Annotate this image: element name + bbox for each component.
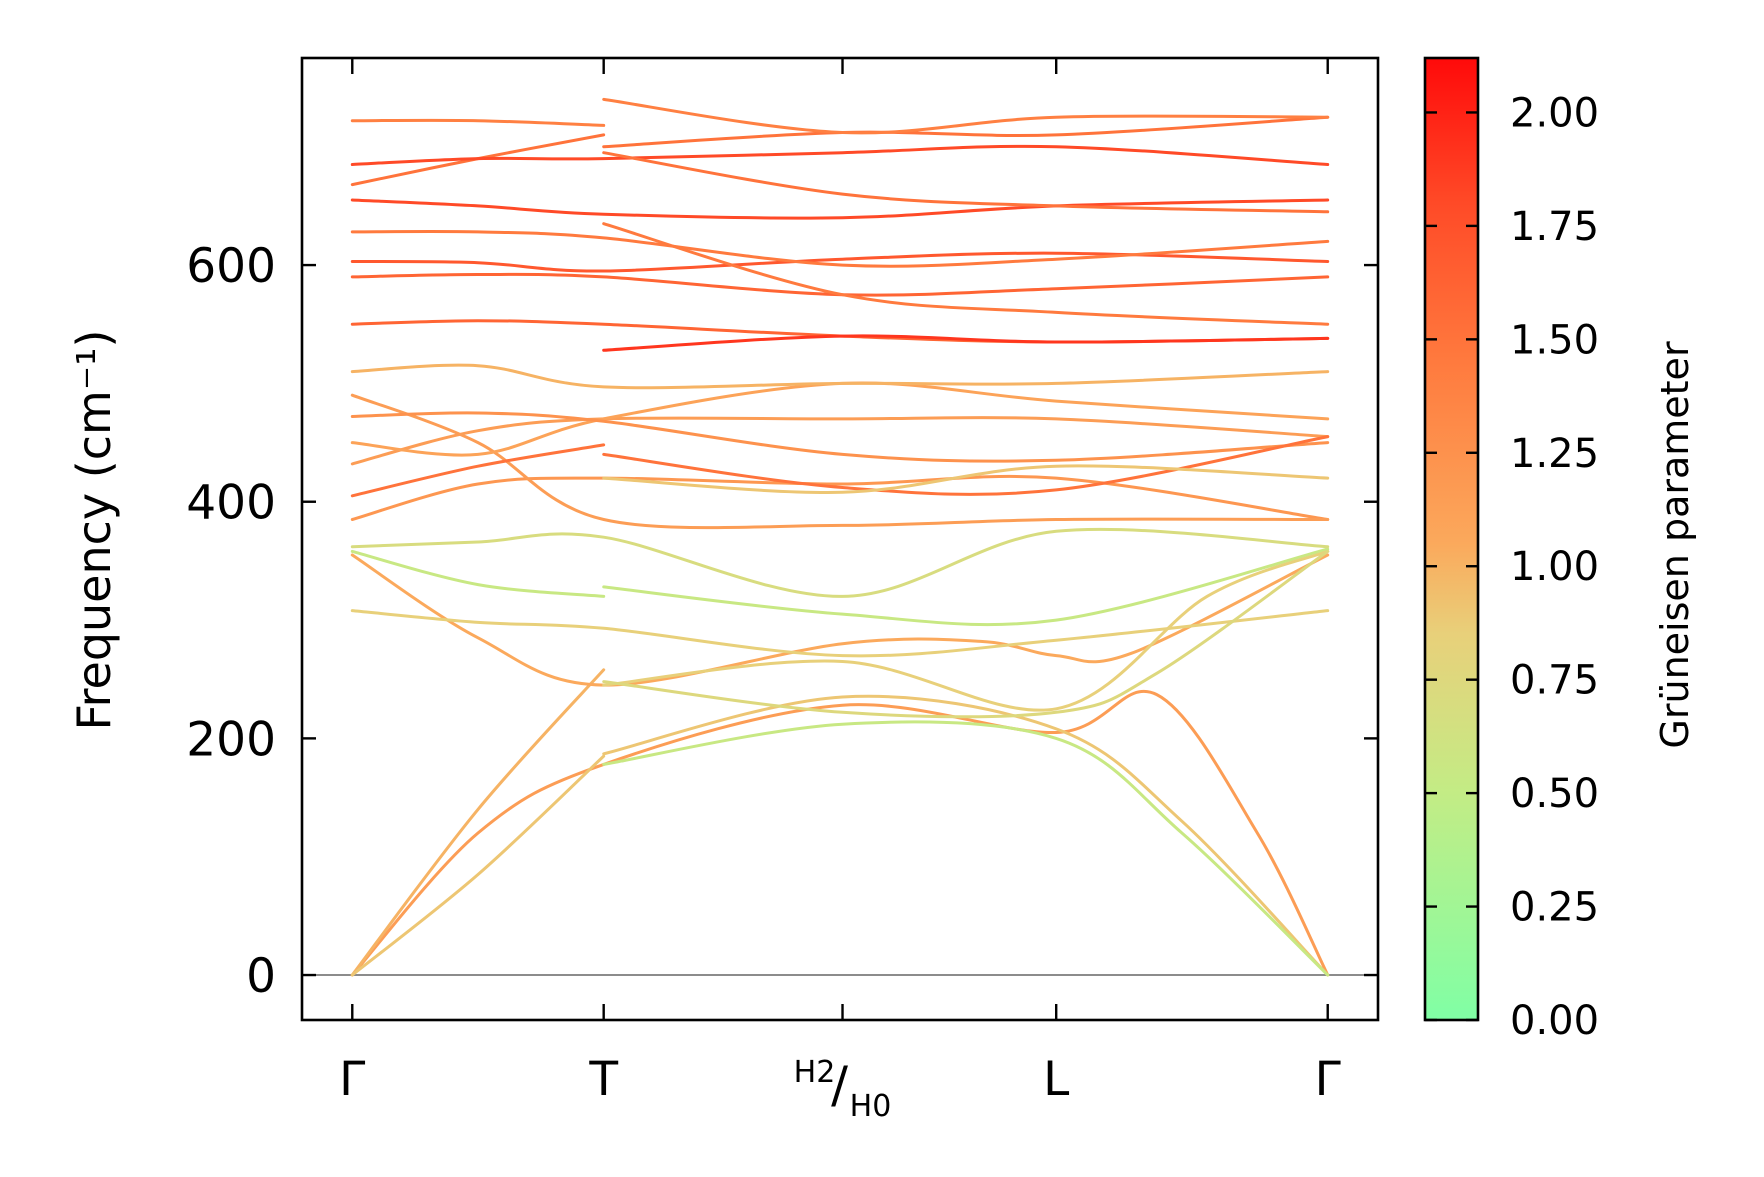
phonon-band-16-seg-0	[350, 363, 1330, 390]
plot-area: 0 200 400 600 Γ T H2/H0 L Γ	[186, 56, 1380, 1124]
phonon-band-23-seg-0	[602, 222, 1330, 326]
phonon-band-8-seg-0	[602, 549, 1330, 712]
colorbar-tick-label: 0.75	[1510, 658, 1599, 704]
x-tick-label-bottom: H0	[850, 1089, 892, 1124]
colorbar-tick-label: 1.00	[1510, 544, 1599, 590]
colorbar-tick-label: 0.25	[1510, 885, 1599, 931]
phonon-band-21-seg-0	[350, 251, 1330, 273]
x-tick-label: L	[1043, 1052, 1069, 1107]
phonon-band-15-seg-1	[602, 435, 1330, 496]
y-axis-title: Frequency (cm⁻¹)	[67, 330, 121, 731]
colorbar-tick-label: 0.00	[1510, 998, 1599, 1044]
x-tick-label-top: H2	[794, 1055, 836, 1090]
phonon-band-4-seg-0	[350, 553, 1330, 687]
phonon-band-26-seg-0	[350, 144, 1330, 166]
phonon-band-24-seg-0	[350, 198, 1330, 220]
colorbar-tick-label: 1.25	[1510, 431, 1599, 477]
phonon-band-19-seg-0	[602, 334, 1330, 352]
phonon-band-15-seg-0	[350, 443, 606, 498]
plot-frame	[300, 56, 1380, 1022]
phonon-band-27-seg-0	[350, 118, 606, 127]
phonon-band-17-seg-0	[602, 464, 1330, 494]
x-tick-label: T	[588, 1052, 618, 1107]
phonon-band-18-seg-0	[350, 319, 1330, 344]
colorbar-fill	[1425, 58, 1478, 1020]
colorbar: 0.00 0.25 0.50 0.75 1.00 1.25 1.50 1.75 2.00	[1423, 56, 1599, 1044]
phonon-band-6-seg-0	[350, 549, 606, 598]
phonon-band-10-seg-0	[350, 474, 1330, 521]
phonon-band-9-seg-0	[602, 549, 1330, 719]
colorbar-frame	[1423, 56, 1480, 1022]
colorbar-tick-label: 2.00	[1510, 90, 1599, 136]
phonon-band-14-seg-0	[350, 411, 1330, 463]
phonon-band-2-seg-0	[350, 754, 606, 977]
x-tick-label-h2-h0: H2/H0	[794, 1055, 892, 1124]
phonon-band-13-seg-0	[350, 381, 1330, 457]
phonon-band-22-seg-0	[350, 230, 1330, 268]
colorbar-tick-label: 0.50	[1510, 771, 1599, 817]
colorbar-tick-label: 1.75	[1510, 204, 1599, 250]
phonon-band-12-seg-0	[350, 416, 1330, 466]
colorbar-tick-label: 1.50	[1510, 317, 1599, 363]
x-tick-label: Γ	[339, 1052, 365, 1107]
y-tick-label: 600	[186, 239, 276, 294]
phonon-band-2-seg-1	[602, 694, 1330, 977]
phonon-band-11-seg-0	[350, 393, 1330, 530]
phonon-band-25-seg-1	[602, 115, 1330, 149]
phonon-band-7-seg-0	[350, 527, 1330, 598]
phonon-band-5-seg-0	[350, 609, 1330, 658]
phonon-band-28-seg-0	[602, 151, 1330, 214]
y-tick-label: 200	[186, 712, 276, 767]
phonon-band-27-seg-1	[602, 97, 1330, 135]
phonon-band-0-seg-0	[350, 689, 1330, 977]
phonon-band-20-seg-0	[350, 272, 1330, 297]
x-tick-label-slash: /	[831, 1056, 848, 1114]
colorbar-title: Grüneisen parameter	[1653, 341, 1697, 749]
y-tick-label: 0	[246, 949, 276, 1004]
x-tick-label: Γ	[1315, 1052, 1341, 1107]
phonon-band-6-seg-1	[602, 547, 1330, 627]
y-tick-label: 400	[186, 476, 276, 531]
phonon-band-1-seg-0	[350, 668, 606, 977]
phonon-band-3-seg-0	[602, 720, 1330, 977]
